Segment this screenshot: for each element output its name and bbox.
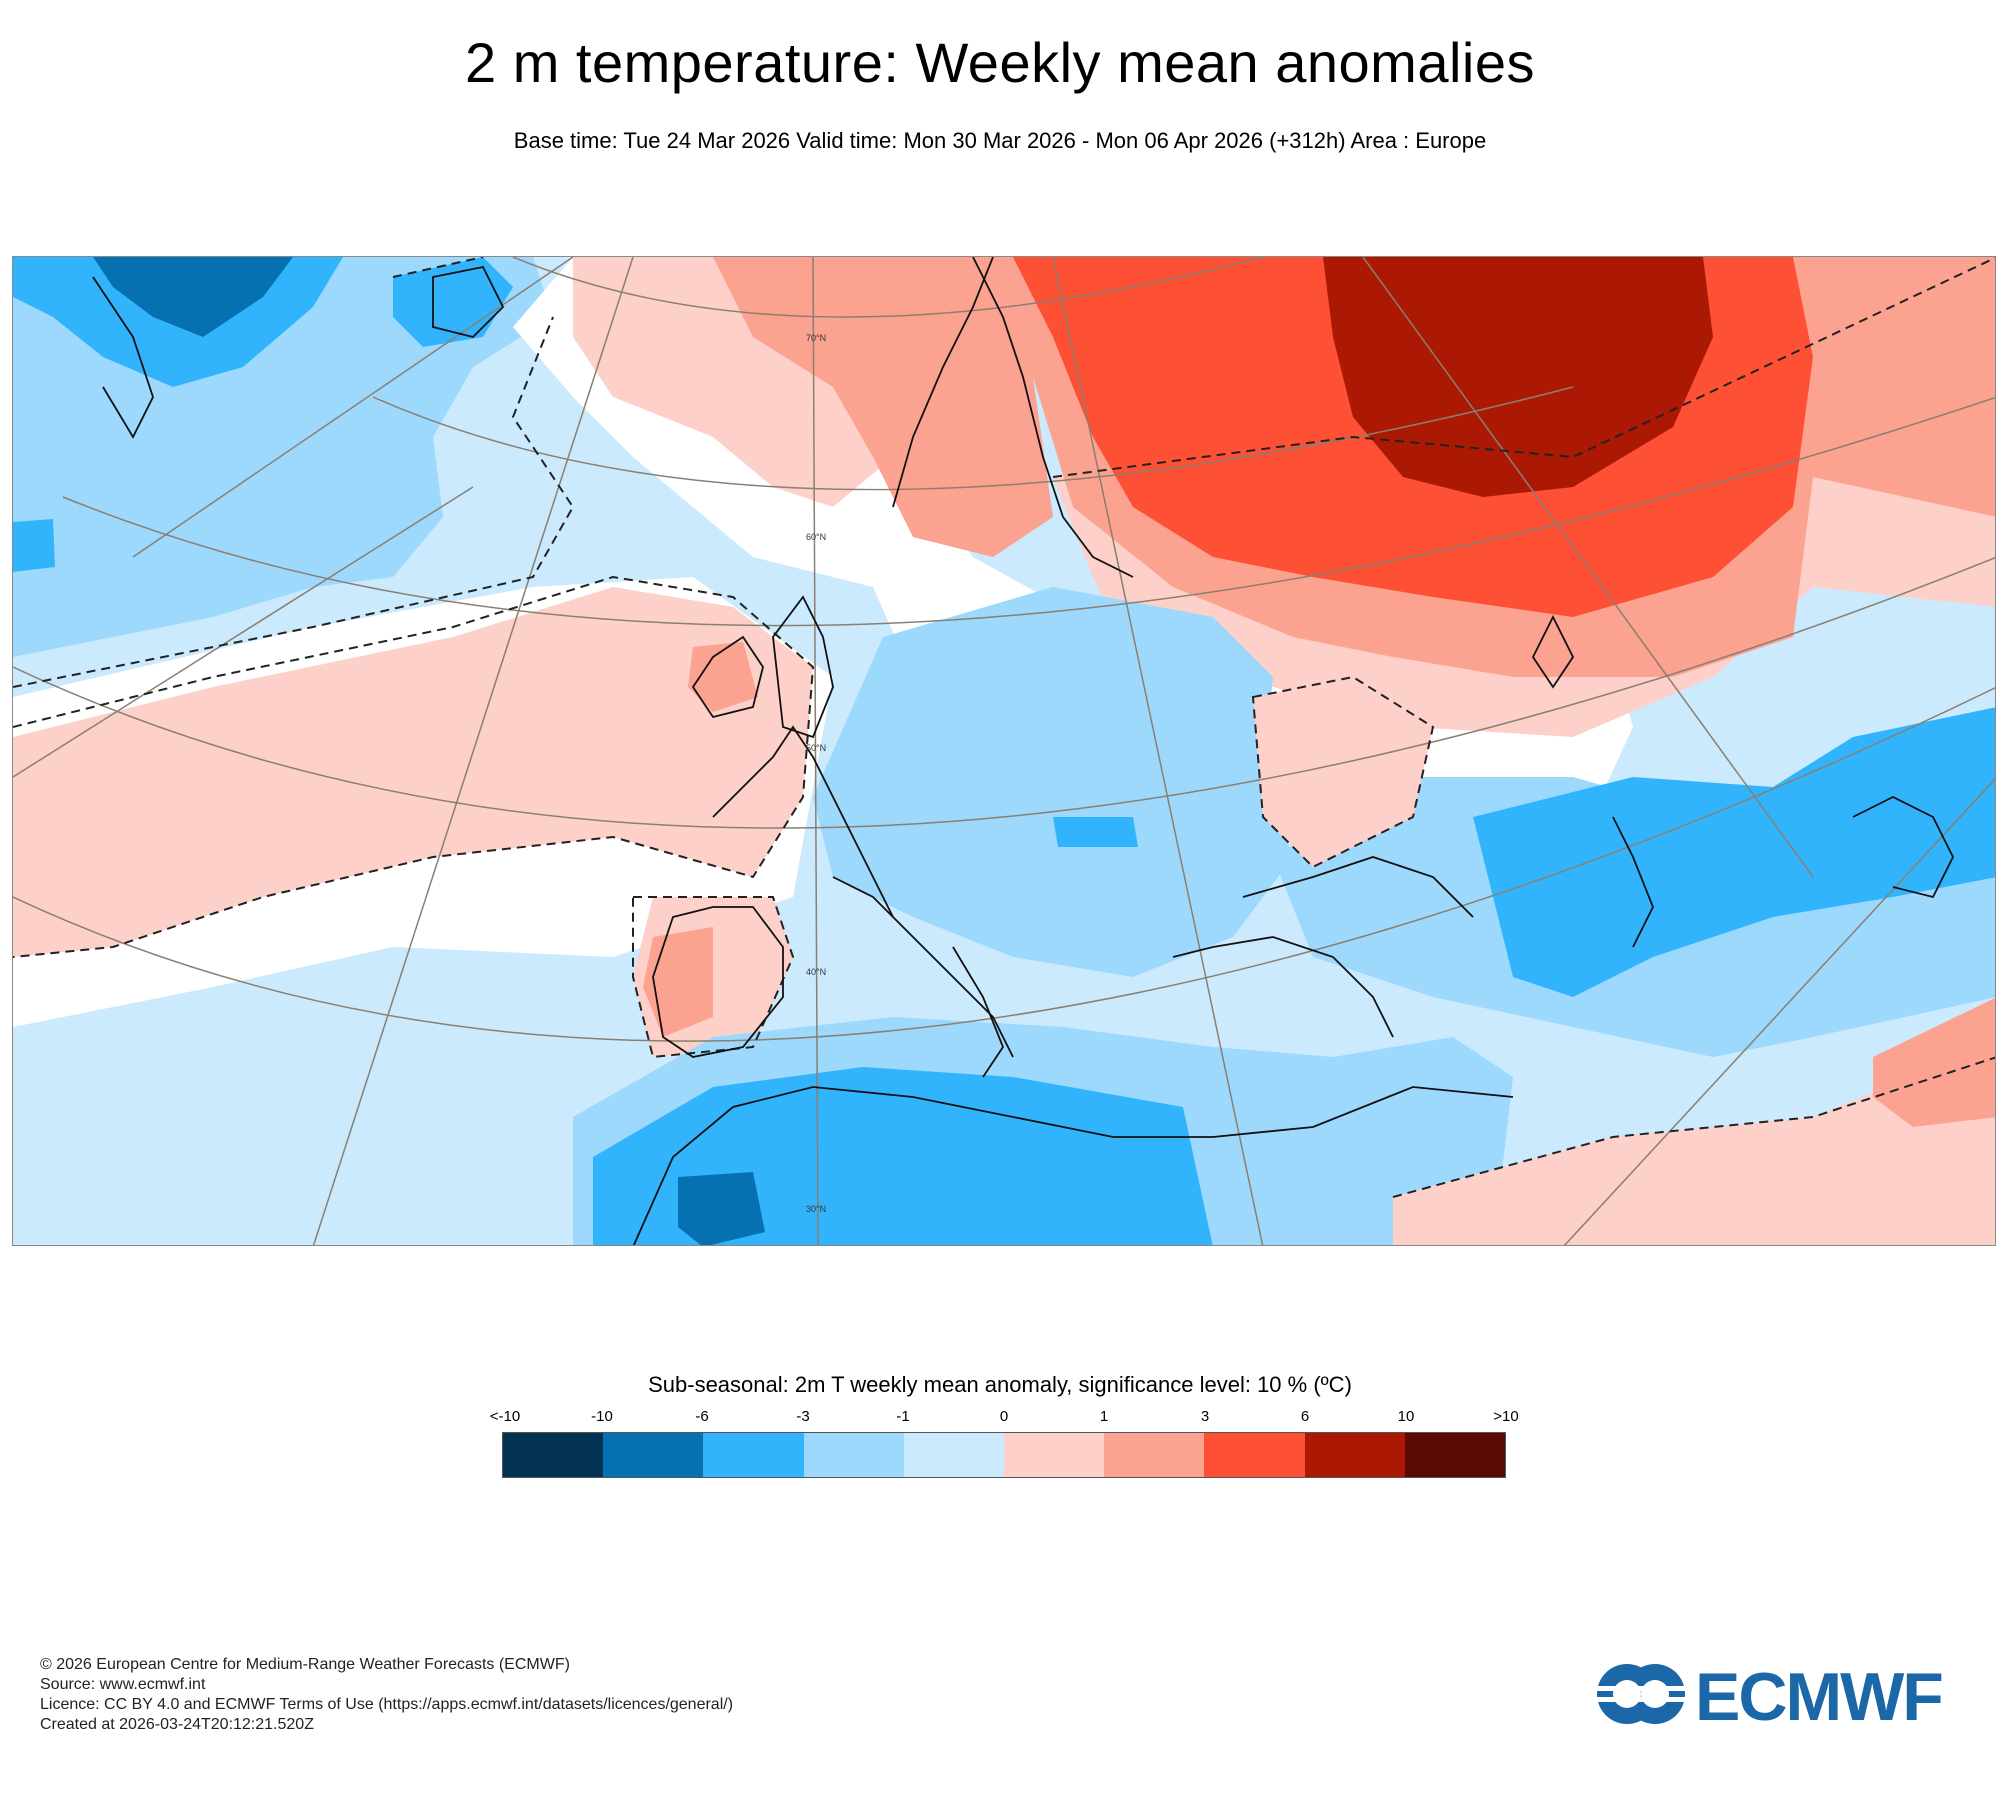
- latitude-labels: 70°N 60°N 50°N 40°N 30°N: [806, 333, 826, 1214]
- anomaly-region-cold-balkans-spot: [1053, 817, 1138, 847]
- footer-licence: Licence: CC BY 4.0 and ECMWF Terms of Us…: [40, 1696, 734, 1713]
- anomaly-map: 70°N 60°N 50°N 40°N 30°N: [12, 256, 1996, 1246]
- anomaly-region-warm-mid-atlantic: [13, 587, 813, 957]
- chart-title: 2 m temperature: Weekly mean anomalies: [465, 31, 1535, 94]
- legend-tick-label: 3: [1200, 1408, 1210, 1425]
- coastlines: [92, 257, 1955, 1245]
- anomaly-region-cold-spot-west: [13, 519, 55, 572]
- legend-tick-label: -6: [695, 1408, 709, 1425]
- ecmwf-logo: ECMWF: [1595, 1659, 1975, 1735]
- legend-tick-label: 0: [999, 1408, 1009, 1425]
- lat-label-60: 60°N: [806, 532, 826, 542]
- legend-bin: [803, 1433, 904, 1477]
- lat-label-30: 30°N: [806, 1204, 826, 1214]
- legend-bin: [703, 1433, 804, 1477]
- footer-created: Created at 2026-03-24T20:12:21.520Z: [40, 1716, 314, 1733]
- lat-label-50: 50°N: [806, 743, 826, 753]
- footer: © 2026 European Centre for Medium-Range …: [40, 1655, 733, 1735]
- anomaly-region-very-cold-sahara: [678, 1172, 765, 1245]
- anomaly-region-warm-caspian-west: [1253, 677, 1433, 867]
- legend-tick-label: -1: [896, 1408, 910, 1425]
- lat-label-40: 40°N: [806, 967, 826, 977]
- anomaly-region-warm-southeast: [1393, 1057, 1995, 1245]
- chart-subtitle: Base time: Tue 24 Mar 2026 Valid time: M…: [513, 128, 1487, 153]
- ecmwf-logo-icon: [1595, 1664, 1687, 1724]
- anomaly-region-cold-iceland: [393, 257, 513, 347]
- footer-copyright: © 2026 European Centre for Medium-Range …: [40, 1656, 570, 1673]
- significance-contours: [13, 257, 1995, 1198]
- legend-bin: [1304, 1433, 1405, 1477]
- anomaly-region-moderate-warm-east: [1873, 997, 1995, 1127]
- legend-bin: [503, 1433, 604, 1477]
- ecmwf-logo-text: ECMWF: [1695, 1659, 1944, 1735]
- anomaly-region-very-cold-greenland: [93, 257, 293, 337]
- legend-bin: [1204, 1433, 1305, 1477]
- legend-bin: [603, 1433, 704, 1477]
- legend-tick-label: >10: [1493, 1408, 1519, 1425]
- legend-title: Sub-seasonal: 2m T weekly mean anomaly, …: [648, 1372, 1352, 1397]
- legend-bin: [1104, 1433, 1205, 1477]
- legend-tick-label: -3: [796, 1408, 810, 1425]
- anomaly-region-cold-central-europe: [813, 587, 1293, 977]
- legend-tick-label: 6: [1300, 1408, 1310, 1425]
- legend-tick-label: 1: [1099, 1408, 1109, 1425]
- anomaly-region-strong-cold-caspian: [1473, 707, 1995, 997]
- legend-bin: [903, 1433, 1005, 1477]
- anomaly-region-warm-ireland: [688, 642, 758, 712]
- legend-bin: [1004, 1433, 1105, 1477]
- legend-bin: [1404, 1433, 1506, 1477]
- legend-tick-label: 10: [1397, 1408, 1415, 1425]
- legend-tick-label: <-10: [489, 1408, 521, 1425]
- anomaly-region-moderate-warm-norway: [713, 257, 1053, 557]
- lat-label-70: 70°N: [806, 333, 826, 343]
- legend-tick-labels: <-10 -10 -6 -3 -1 0 1 3 6 10 >10: [490, 1408, 1519, 1428]
- legend-tick-label: -10: [591, 1408, 613, 1425]
- footer-source: Source: www.ecmwf.int: [40, 1676, 206, 1693]
- legend-color-bar: [502, 1432, 1506, 1478]
